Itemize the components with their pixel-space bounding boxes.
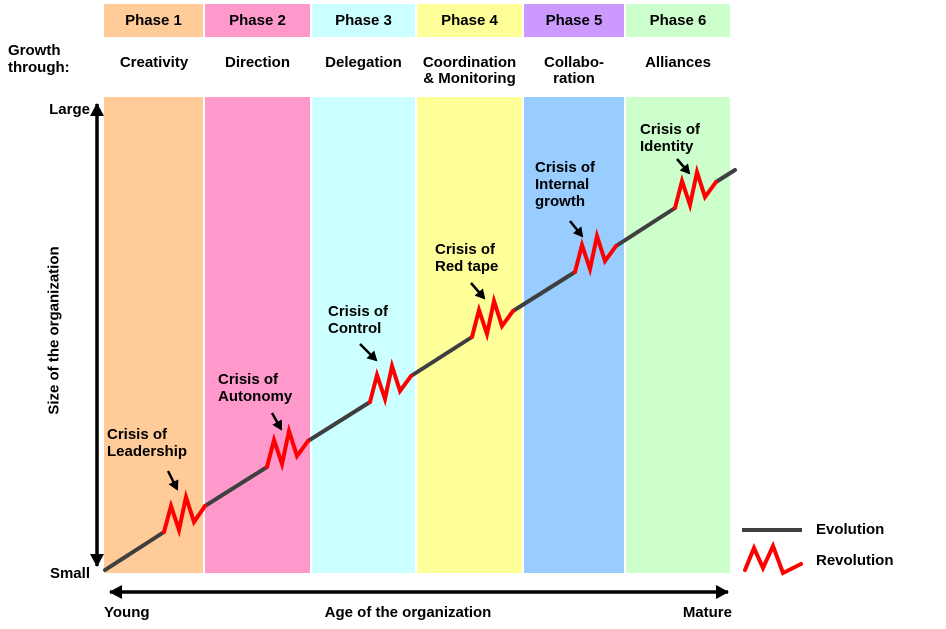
crisis-of-internal-growth-label: Crisis of Internal growth: [535, 159, 596, 210]
x-axis-young-label: Young: [104, 604, 150, 621]
phase-3-header: Phase 3: [312, 4, 415, 37]
phase-4-growth-label: Coordination & Monitoring: [422, 54, 517, 87]
phase-1-header: Phase 1: [104, 4, 203, 37]
phase-2-growth-label: Direction: [224, 54, 290, 71]
phase-5-growth-label: Collabo- ration: [544, 54, 604, 87]
x-axis-mature-label: Mature: [682, 604, 732, 621]
phase-2-header: Phase 2: [205, 4, 310, 37]
y-axis-small-label: Small: [49, 565, 90, 582]
crisis-of-identity-label: Crisis of Identity: [640, 121, 701, 155]
phase-1-band: [104, 97, 203, 573]
growth-through-label: Growth through:: [8, 42, 70, 76]
phase-1-growth-label: Creativity: [119, 54, 189, 71]
legend-evolution-label: Evolution: [816, 521, 885, 538]
x-axis-title: Age of the organization: [324, 604, 492, 621]
crisis-of-control-label: Crisis of Control: [328, 303, 389, 337]
phase-6-growth-label: Alliances: [645, 54, 711, 71]
legend-revolution-label: Revolution: [816, 552, 894, 569]
phase-4-band: [417, 97, 522, 573]
phase-3-growth-label: Delegation: [325, 54, 402, 71]
phase-6-header: Phase 6: [626, 4, 730, 37]
phase-4-header: Phase 4: [417, 4, 522, 37]
crisis-of-leadership-label: Crisis of Leadership: [107, 426, 188, 460]
y-axis-title: Size of the organization: [45, 246, 63, 415]
crisis-of-red-tape-label: Crisis of Red tape: [435, 241, 499, 275]
y-axis-large-label: Large: [49, 101, 90, 118]
legend-revolution-zigzag-sample: [743, 540, 803, 576]
phase-6-band: [626, 97, 730, 573]
crisis-of-autonomy-label: Crisis of Autonomy: [218, 371, 293, 405]
phase-5-header: Phase 5: [524, 4, 624, 37]
phase-2-band: [205, 97, 310, 573]
